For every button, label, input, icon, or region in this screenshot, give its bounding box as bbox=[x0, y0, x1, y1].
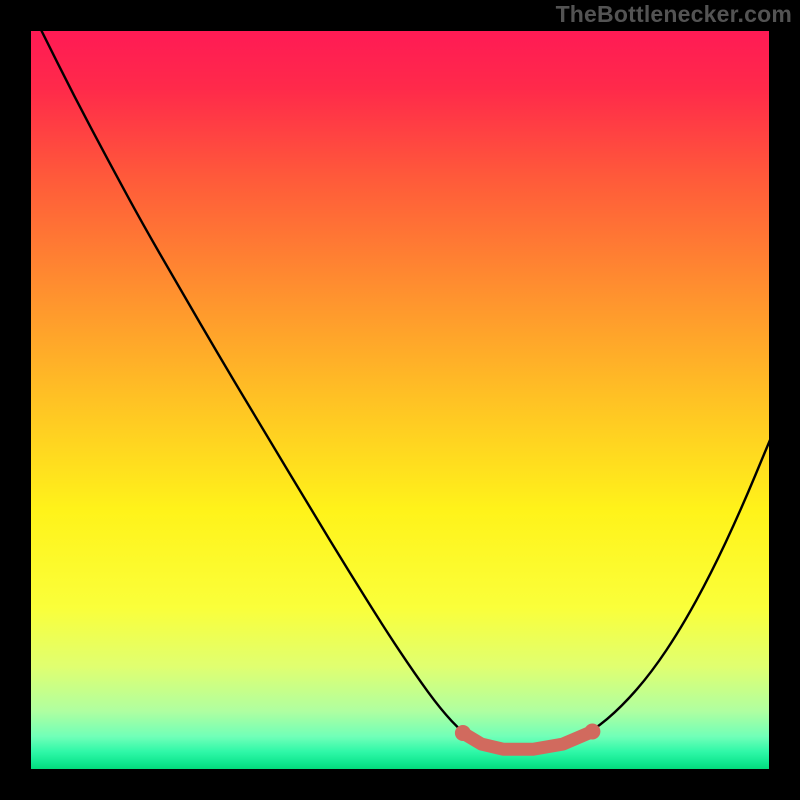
highlight-start-dot bbox=[455, 725, 471, 741]
highlight-end-dot bbox=[584, 724, 600, 740]
chart-container: TheBottlenecker.com bbox=[0, 0, 800, 800]
chart-svg bbox=[0, 0, 800, 800]
watermark-text: TheBottlenecker.com bbox=[556, 1, 792, 28]
